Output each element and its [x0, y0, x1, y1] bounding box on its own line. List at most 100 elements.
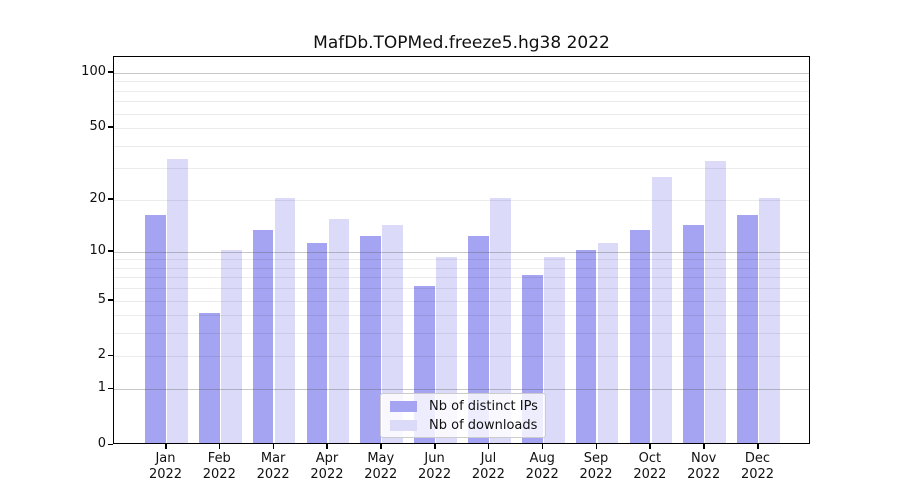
bar-dec-distinct-ips	[737, 214, 758, 443]
bar-sep-distinct-ips	[575, 249, 597, 443]
legend-label: Nb of distinct IPs	[429, 398, 538, 414]
y-tick-label: 2	[97, 347, 106, 363]
legend-swatch-downloads	[390, 419, 417, 431]
x-tick-year: 2022	[148, 467, 183, 482]
x-tick-year: 2022	[471, 467, 505, 482]
gridline-minor	[114, 267, 809, 269]
gridline-major	[114, 389, 809, 391]
x-tick-month: Feb	[207, 451, 231, 466]
bar-nov-downloads	[705, 161, 726, 443]
x-tick-label-may: May 2022	[353, 451, 409, 483]
x-tick-mark	[595, 444, 598, 449]
bar-jan-downloads	[167, 158, 188, 443]
gridline-minor	[114, 300, 809, 302]
x-tick-month: Mar	[260, 451, 286, 466]
legend: Nb of distinct IPs Nb of downloads	[380, 393, 546, 438]
y-tick-label: 1	[97, 380, 106, 396]
x-tick-mark	[649, 444, 651, 449]
x-tick-label-jul: Jul 2022	[460, 451, 516, 483]
x-tick-label-jan: Jan 2022	[138, 451, 194, 483]
x-tick-mark	[326, 444, 328, 449]
bar-jul-distinct-ips	[468, 236, 489, 443]
y-tick-mark	[108, 354, 113, 357]
y-tick-mark	[108, 250, 113, 252]
bar-sep-downloads	[597, 242, 619, 443]
y-tick-label: 0	[97, 436, 106, 451]
gridline-minor	[114, 113, 809, 115]
legend-label: Nb of downloads	[429, 417, 538, 433]
y-tick-mark	[108, 443, 113, 445]
y-tick-label: 20	[89, 190, 106, 206]
bar-feb-distinct-ips	[199, 313, 220, 443]
bar-may-distinct-ips	[360, 236, 382, 443]
x-tick-label-sep: Sep 2022	[568, 451, 624, 483]
gridline-minor	[114, 90, 809, 92]
gridline-minor	[114, 277, 809, 279]
x-tick-month: Dec	[744, 451, 771, 466]
gridline-major	[114, 72, 809, 74]
bar-oct-distinct-ips	[629, 230, 651, 443]
x-tick-year: 2022	[633, 467, 667, 482]
gridline-minor	[114, 168, 809, 170]
x-tick-month: Sep	[583, 451, 609, 466]
x-tick-month: Jan	[155, 451, 176, 466]
x-tick-label-oct: Oct 2022	[622, 451, 678, 483]
y-tick-label: 10	[89, 242, 106, 258]
x-tick-month: Nov	[690, 451, 717, 466]
x-tick-year: 2022	[364, 467, 398, 482]
plot-area: Nb of distinct IPs Nb of downloads	[113, 56, 810, 444]
x-tick-year: 2022	[310, 467, 344, 482]
x-tick-year: 2022	[202, 467, 236, 482]
x-tick-year: 2022	[579, 467, 613, 482]
bar-dec-downloads	[759, 197, 780, 443]
x-tick-mark	[703, 444, 705, 449]
gridline-minor	[114, 128, 809, 129]
x-tick-label-nov: Nov 2022	[676, 451, 732, 483]
y-tick-mark	[108, 299, 113, 301]
x-tick-label-dec: Dec 2022	[730, 451, 786, 483]
x-tick-label-mar: Mar 2022	[245, 451, 301, 483]
gridline-minor	[114, 145, 809, 147]
y-tick-label: 50	[89, 118, 106, 134]
bar-apr-downloads	[328, 219, 350, 443]
gridline-minor	[114, 199, 809, 201]
chart-title: MafDb.TOPMed.freeze5.hg38 2022	[313, 33, 610, 53]
x-tick-month: Apr	[315, 451, 339, 466]
x-tick-month: Aug	[529, 451, 555, 466]
x-tick-label-apr: Apr 2022	[299, 451, 355, 483]
x-tick-month: Oct	[638, 451, 662, 466]
x-tick-month: Jun	[424, 451, 445, 466]
bar-oct-downloads	[651, 177, 673, 443]
x-tick-month: Jul	[480, 451, 497, 466]
y-tick-mark	[108, 71, 113, 73]
y-tick-mark	[108, 387, 113, 390]
y-tick-mark	[108, 198, 113, 200]
x-tick-mark	[380, 444, 382, 449]
bar-jul-downloads	[490, 197, 511, 443]
x-tick-mark	[434, 444, 436, 449]
y-tick-label: 5	[97, 291, 106, 307]
bar-mar-distinct-ips	[252, 230, 274, 443]
gridline-minor	[114, 333, 809, 335]
gridline-minor	[114, 259, 809, 261]
x-tick-mark	[272, 444, 275, 449]
gridline-major	[114, 251, 809, 253]
bar-may-downloads	[382, 224, 404, 443]
x-tick-mark	[487, 444, 490, 449]
x-tick-label-jun: Jun 2022	[407, 451, 463, 483]
gridline-minor	[114, 315, 809, 317]
bar-feb-downloads	[221, 249, 242, 443]
x-tick-mark	[757, 444, 759, 449]
x-tick-year: 2022	[740, 467, 775, 482]
x-tick-mark	[165, 444, 167, 449]
legend-entry-downloads: Nb of downloads	[390, 417, 538, 433]
bar-mar-downloads	[274, 197, 296, 443]
x-tick-mark	[541, 444, 544, 449]
x-tick-label-feb: Feb 2022	[191, 451, 247, 483]
bar-aug-downloads	[543, 257, 565, 443]
gridline-minor	[114, 81, 809, 83]
bar-apr-distinct-ips	[306, 242, 328, 443]
gridline-minor	[114, 101, 809, 103]
legend-swatch-distinct-ips	[390, 400, 417, 412]
